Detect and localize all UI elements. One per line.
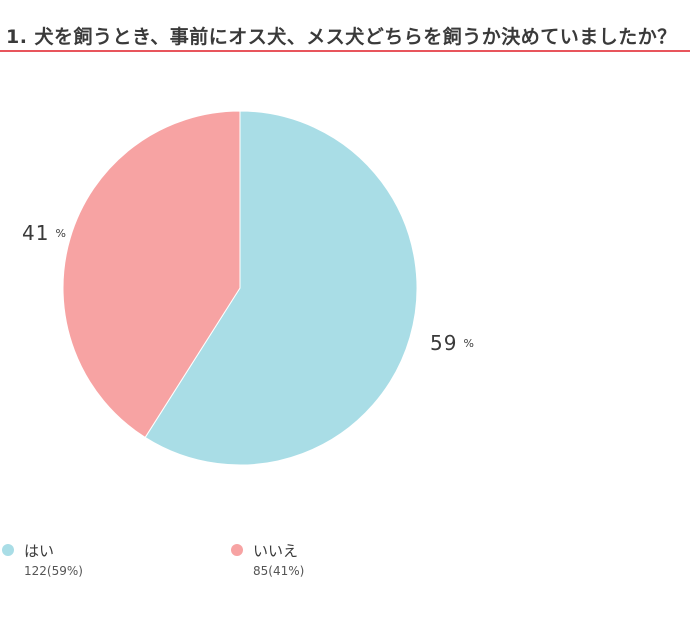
- slice-label-yes: 59%: [430, 331, 474, 355]
- pie-slice-yes: [144, 110, 418, 466]
- legend-swatch-yes: [2, 544, 14, 556]
- pie-slice-no: [62, 110, 241, 439]
- legend-label-no: いいえ: [253, 542, 299, 560]
- legend-swatch-no: [231, 544, 243, 556]
- slice-label-no: 41%: [22, 221, 66, 245]
- slice-label-yes-value: 59: [430, 331, 458, 355]
- slice-label-no-unit: %: [55, 227, 66, 240]
- slice-label-yes-unit: %: [463, 337, 474, 350]
- legend-detail-yes: 122(59%): [24, 564, 83, 578]
- legend-detail-no: 85(41%): [253, 564, 305, 578]
- legend-label-yes: はい: [24, 542, 55, 560]
- chart-title: 1. 犬を飼うとき、事前にオス犬、メス犬どちらを飼うか決めていましたか？: [6, 26, 677, 48]
- slice-label-no-value: 41: [22, 221, 50, 245]
- title-underline: [0, 50, 690, 52]
